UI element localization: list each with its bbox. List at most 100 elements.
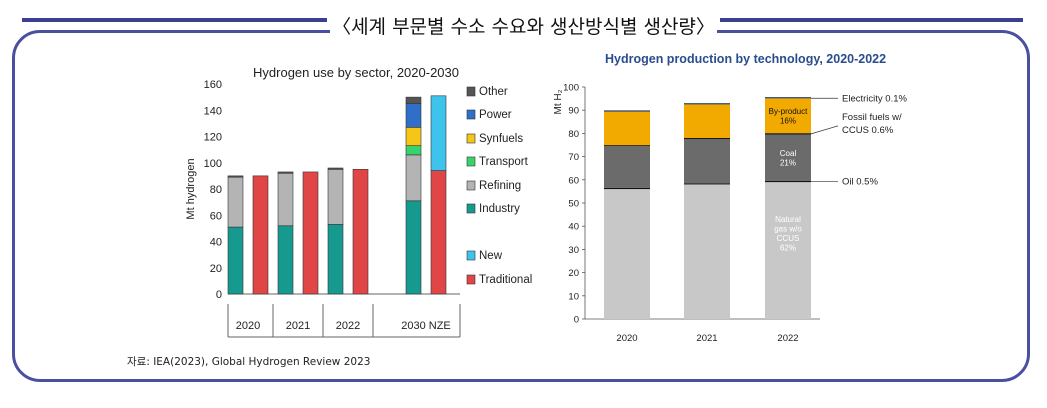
y-tick-label: 10 — [568, 291, 579, 302]
bar-traditional-2022 — [352, 169, 369, 295]
bar-other-2021 — [277, 171, 294, 174]
y-tick-label: 100 — [204, 158, 222, 170]
bar-fossil-fuels-w-ccus-2020 — [604, 144, 650, 147]
bar-coal-2020 — [604, 146, 650, 188]
data-label-coal: 21% — [780, 159, 796, 168]
bar-industry-2020 — [227, 226, 244, 295]
bar-electricity-2022 — [765, 97, 811, 99]
legend-swatch-new — [466, 250, 476, 261]
bar-refining-2022 — [327, 169, 344, 225]
banner-title: 〈세계 부문별 수소 수요와 생산방식별 생산량〉 — [330, 12, 717, 39]
bar-fossil-fuels-w-ccus-2021 — [684, 138, 730, 140]
legend-label-power: Power — [479, 109, 512, 121]
y-tick-label: 140 — [204, 105, 222, 117]
legend-label-synfuels: Synfuels — [479, 133, 523, 145]
banner-line-left — [22, 18, 327, 22]
bar-traditional-2020 — [252, 175, 269, 295]
bar-oil-2020 — [604, 187, 650, 190]
y-tick-label: 160 — [204, 79, 222, 91]
legend-swatch-power — [466, 109, 476, 120]
bar-other-2022 — [327, 167, 344, 170]
y-tick-label: 60 — [568, 175, 579, 186]
bar-by-product-2021 — [684, 104, 730, 139]
y-tick-label: 50 — [568, 199, 579, 210]
legend-label-traditional: Traditional — [479, 274, 532, 286]
bar-oil-2021 — [684, 183, 730, 185]
legend-label-new: New — [479, 250, 503, 262]
source-note: 자료: IEA(2023), Global Hydrogen Review 20… — [127, 356, 371, 368]
legend-swatch-synfuels — [466, 133, 476, 144]
y-tick-label: 90 — [568, 106, 579, 117]
bar-natural-gas-w-o-ccus-2020 — [604, 189, 650, 319]
callout-label-electricity: Electricity 0.1% — [842, 93, 907, 104]
callout-label-fossil-fuels-w-ccus: CCUS 0.6% — [842, 125, 894, 136]
legend-label-refining: Refining — [479, 180, 521, 192]
bar-electricity-2021 — [684, 103, 730, 105]
bar-by-product-2020 — [604, 111, 650, 146]
y-tick-label: 100 — [563, 83, 579, 94]
y-tick-label: 40 — [568, 222, 579, 233]
y-tick-label: 20 — [210, 263, 222, 275]
bar-natural-gas-w-o-ccus-2022 — [765, 182, 811, 319]
callout-label-oil: Oil 0.5% — [842, 177, 878, 188]
bar-new-2030-nze — [430, 95, 447, 171]
x-tick-label: 2020 — [236, 320, 260, 332]
bar-industry-2022 — [327, 224, 344, 295]
x-tick-label: 2022 — [777, 333, 798, 344]
bar-refining-2030-nze — [405, 154, 422, 202]
hydrogen-use-chart: Hydrogen use by sector, 2020-2030 Mt hydr… — [185, 65, 532, 338]
bar-industry-2030-nze — [405, 200, 422, 295]
x-tick-label: 2021 — [696, 333, 717, 344]
chart-title: Hydrogen production by technology, 2020-… — [605, 52, 886, 66]
bar-other-2030-nze — [405, 96, 422, 104]
callout-label-fossil-fuels-w-ccus: Fossil fuels w/ — [842, 112, 902, 123]
bar-synfuels-2030-nze — [405, 127, 422, 146]
legend-swatch-industry — [466, 203, 476, 214]
bar-refining-2020 — [227, 176, 244, 228]
data-label-natural-gas-w-o-ccus: CCUS — [777, 234, 800, 243]
y-tick-label: 30 — [568, 245, 579, 256]
legend-swatch-refining — [466, 180, 476, 191]
legend-swatch-other — [466, 86, 476, 97]
y-axis-label: Mt hydrogen — [185, 158, 197, 219]
y-tick-label: 80 — [210, 184, 222, 196]
hydrogen-production-chart: Hydrogen production by technology, 2020-… — [553, 52, 907, 344]
data-label-natural-gas-w-o-ccus: 62% — [780, 243, 796, 252]
legend-label-other: Other — [479, 86, 508, 98]
y-tick-label: 20 — [568, 268, 579, 279]
chart-title: Hydrogen use by sector, 2020-2030 — [253, 65, 459, 80]
bar-fossil-fuels-w-ccus-2022 — [765, 133, 811, 135]
bar-traditional-2021 — [302, 171, 319, 295]
x-tick-label: 2021 — [286, 320, 310, 332]
data-label-coal: Coal — [780, 149, 797, 158]
y-tick-label: 70 — [568, 152, 579, 163]
data-label-by-product: By-product — [769, 107, 808, 116]
y-tick-label: 40 — [210, 237, 222, 249]
y-axis-label: Mt H₂ — [553, 89, 564, 114]
legend-swatch-traditional — [466, 274, 476, 285]
data-label-by-product: 16% — [780, 117, 796, 126]
y-tick-label: 0 — [216, 289, 222, 301]
bar-transport-2030-nze — [405, 145, 422, 156]
bar-by-product-2022 — [765, 98, 811, 134]
bar-electricity-2020 — [604, 110, 650, 112]
bar-other-2020 — [227, 175, 244, 178]
bar-traditional-2030-nze — [430, 170, 447, 295]
bar-industry-2021 — [277, 225, 294, 295]
y-tick-label: 60 — [210, 210, 222, 222]
bar-refining-2021 — [277, 172, 294, 227]
legend-swatch-transport — [466, 156, 476, 167]
bar-coal-2021 — [684, 139, 730, 184]
bar-oil-2022 — [765, 180, 811, 183]
y-tick-label: 80 — [568, 129, 579, 140]
x-tick-label: 2020 — [616, 333, 637, 344]
legend-label-industry: Industry — [479, 203, 520, 215]
y-tick-label: 120 — [204, 132, 222, 144]
bar-natural-gas-w-o-ccus-2021 — [684, 184, 730, 319]
x-tick-label: 2022 — [336, 320, 360, 332]
legend-label-transport: Transport — [479, 156, 529, 168]
callout-line-fossil-fuels-w-ccus — [810, 125, 839, 135]
bar-coal-2022 — [765, 134, 811, 181]
bar-power-2030-nze — [405, 103, 422, 128]
banner: 〈세계 부문별 수소 수요와 생산방식별 생산량〉 — [0, 4, 1047, 39]
